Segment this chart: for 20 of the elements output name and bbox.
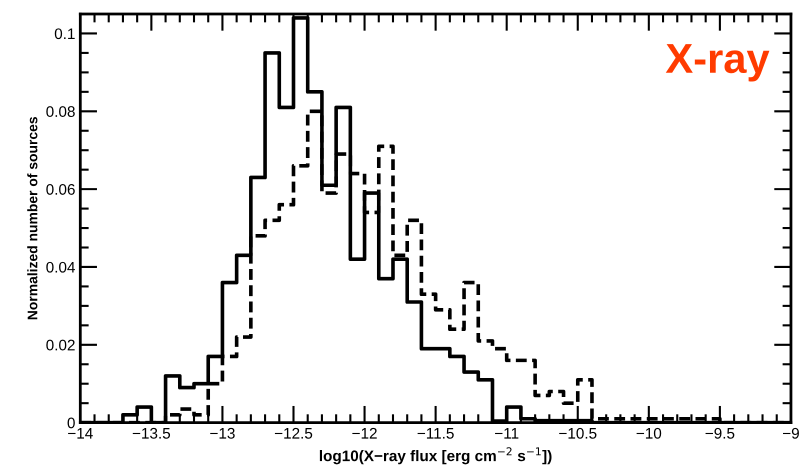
x-tick-label: −11: [495, 428, 518, 439]
y-tick-label: 0.1: [54, 28, 75, 40]
y-axis-title: Normalized number of sources: [27, 117, 38, 320]
y-tick-label: 0.06: [46, 184, 75, 195]
y-tick-label: 0.02: [46, 340, 75, 350]
annotation: X-ray: [666, 44, 770, 82]
x-tick-label: −10: [636, 428, 662, 439]
x-tick-label: −12.5: [274, 428, 312, 439]
x-tick-label: −9: [783, 428, 799, 439]
y-tick-label: 0.08: [46, 106, 75, 117]
y-tick-label: 0: [68, 418, 75, 428]
x-tick-label: −11.5: [418, 428, 454, 439]
x-tick-label: −12: [352, 428, 377, 439]
y-tick-label: 0.04: [46, 262, 75, 273]
x-tick-label: −14: [68, 428, 93, 439]
x-tick-label: −13: [210, 428, 235, 439]
x-tick-label: −10.5: [559, 428, 596, 439]
x-tick-label: −13.5: [132, 428, 170, 439]
x-axis-title: log10(X−ray flux [erg cm$^{−2}$ s$^{−1}$]): [320, 447, 552, 464]
x-tick-label: −9.5: [706, 428, 734, 439]
